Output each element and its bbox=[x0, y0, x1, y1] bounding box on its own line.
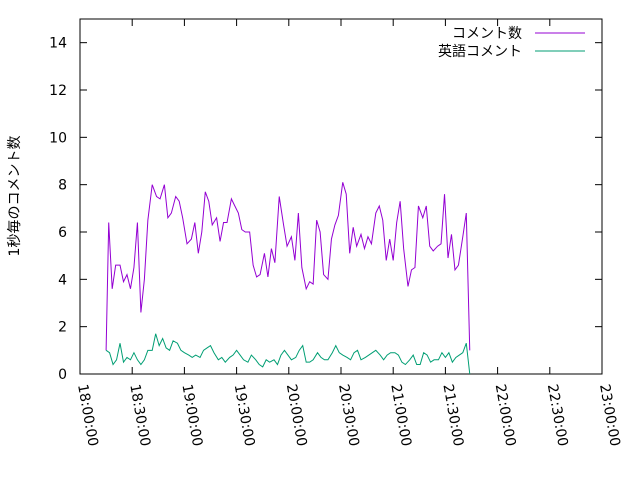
y-tick-label: 4 bbox=[58, 272, 67, 288]
series-line-2 bbox=[105, 333, 471, 375]
y-tick-label: 0 bbox=[58, 367, 67, 383]
y-tick-label: 2 bbox=[58, 320, 67, 336]
y-axis: 0 2 4 6 8 10 12 14 bbox=[49, 36, 602, 383]
y-tick-label: 14 bbox=[49, 36, 67, 52]
y-tick-label: 12 bbox=[49, 83, 67, 99]
legend-label: コメント数 bbox=[452, 26, 522, 42]
y-tick-label: 10 bbox=[49, 130, 67, 146]
y-tick-label: 8 bbox=[58, 178, 67, 194]
series-line-1 bbox=[105, 182, 471, 351]
y-axis-label: 1秒毎のコメント数 bbox=[7, 136, 23, 257]
series-layer bbox=[105, 182, 471, 375]
legend-label: 英語コメント bbox=[438, 43, 522, 60]
y-tick-label: 6 bbox=[58, 225, 67, 241]
